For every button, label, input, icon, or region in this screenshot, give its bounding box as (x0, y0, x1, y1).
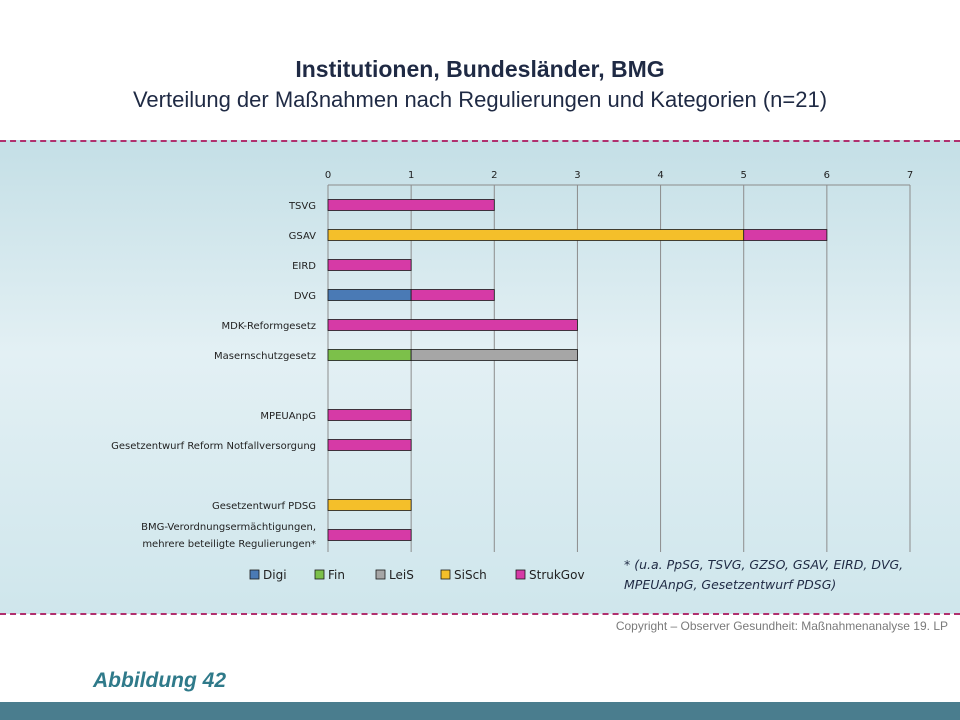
bar-segment-strukgov (743, 229, 828, 241)
category-label: GSAV (289, 231, 316, 242)
bar-segment-strukgov (327, 409, 412, 421)
legend-label: StrukGov (529, 568, 585, 582)
x-tick-label: 0 (325, 170, 331, 181)
legend-swatch-strukgov (515, 569, 526, 580)
figure-label: Abbildung 42 (93, 669, 226, 692)
legend-label: SiSch (454, 568, 487, 582)
stacked-bar-chart: 0 1 2 3 4 5 6 7 TSVG GSAV EIRD DVG MDK-Reformgesetz M… (111, 170, 913, 582)
bar-segment-sisch (327, 499, 412, 511)
category-label: mehrere beteiligte Regulierungen* (142, 539, 316, 550)
legend-swatch-leis (375, 569, 386, 580)
legend-label: Fin (328, 568, 345, 582)
x-tick-label: 5 (741, 170, 747, 181)
legend-swatch-sisch (440, 569, 451, 580)
bottom-dashed-divider (0, 613, 960, 615)
top-dashed-divider (0, 140, 960, 142)
x-tick-label: 2 (491, 170, 497, 181)
chart-panel (0, 140, 960, 614)
bar-segment-sisch (327, 229, 745, 241)
bottom-bar (0, 702, 960, 720)
copyright-text: Copyright – Observer Gesundheit: Maßnahm… (615, 619, 948, 633)
footnote-line-2: MPEUAnpG, Gesetzentwurf PDSG) (624, 577, 837, 592)
bar-segment-leis (410, 349, 578, 361)
category-label: Masernschutzgesetz (214, 351, 316, 362)
chart-subtitle: Verteilung der Maßnahmen nach Regulierun… (132, 87, 828, 112)
category-label: TSVG (288, 201, 316, 212)
category-label: DVG (294, 291, 316, 302)
bar-segment-strukgov (327, 319, 578, 331)
category-label: Gesetzentwurf PDSG (212, 501, 316, 512)
bar-segment-fin (327, 349, 412, 361)
category-label: EIRD (292, 261, 316, 272)
x-tick-label: 4 (657, 170, 663, 181)
category-label: BMG-Verordnungsermächtigungen, (141, 522, 316, 533)
footnote: * (u.a. PpSG, TSVG, GZSO, GSAV, EIRD, DV… (624, 555, 954, 595)
footnote-line-1: * (u.a. PpSG, TSVG, GZSO, GSAV, EIRD, DV… (624, 557, 904, 572)
legend-label: LeiS (389, 568, 414, 582)
x-tick-label: 6 (824, 170, 830, 181)
bar-segment-strukgov (327, 199, 495, 211)
category-label: MPEUAnpG (260, 411, 316, 422)
legend-swatch-fin (314, 569, 325, 580)
bar-segment-strukgov (327, 259, 412, 271)
chart-title: Institutionen, Bundesländer, BMG (295, 56, 665, 82)
category-label: Gesetzentwurf Reform Notfallversorgung (111, 441, 316, 452)
bar-segment-strukgov (327, 529, 412, 541)
legend-label: Digi (263, 568, 287, 582)
x-tick-label: 7 (907, 170, 913, 181)
category-label: MDK-Reformgesetz (222, 321, 316, 332)
x-tick-label: 1 (408, 170, 414, 181)
legend-swatch-digi (249, 569, 260, 580)
bar-segment-strukgov (327, 439, 412, 451)
x-tick-label: 3 (574, 170, 580, 181)
bar-segment-digi (327, 289, 412, 301)
bar-segment-strukgov (410, 289, 495, 301)
